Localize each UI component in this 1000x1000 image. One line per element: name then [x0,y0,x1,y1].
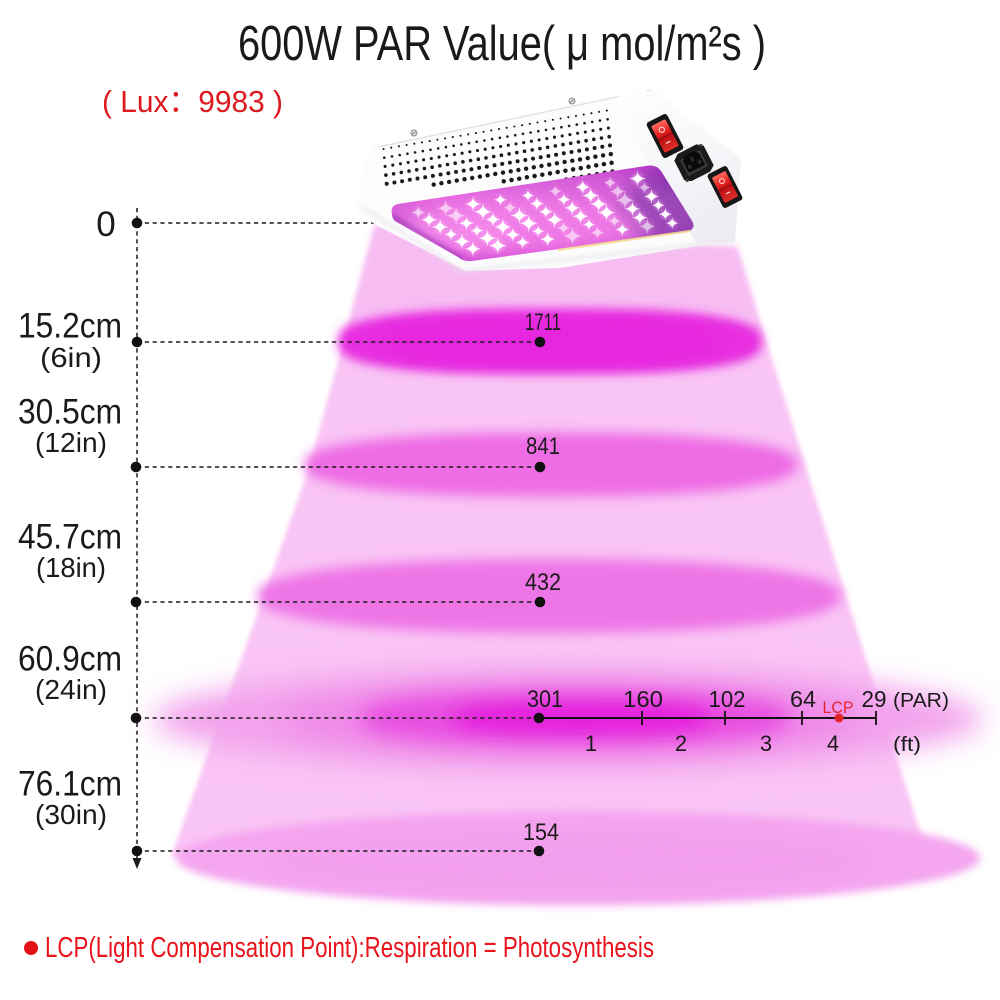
svg-text:LCP: LCP [823,698,854,717]
svg-text:(18in): (18in) [36,552,106,583]
svg-text:600W PAR Value( μ mol/m²s ): 600W PAR Value( μ mol/m²s ) [238,17,766,71]
svg-text:1: 1 [585,731,597,756]
svg-text:30.5cm: 30.5cm [18,393,122,432]
svg-text:154: 154 [523,819,559,846]
svg-text:15.2cm: 15.2cm [18,307,122,346]
svg-text:( Lux：9983 ): ( Lux：9983 ) [102,84,283,119]
svg-text:4: 4 [827,731,839,756]
svg-text:160: 160 [623,686,663,712]
svg-text:0: 0 [96,205,115,244]
svg-text:76.1cm: 76.1cm [18,765,122,804]
svg-text:64: 64 [790,686,816,712]
svg-text:3: 3 [760,731,772,756]
svg-text:2: 2 [675,731,687,756]
svg-text:301: 301 [527,686,563,713]
svg-text:432: 432 [525,569,561,596]
svg-text:29: 29 [862,686,887,712]
svg-text:(6in): (6in) [40,342,102,373]
svg-text:102: 102 [709,686,746,712]
svg-text:(30in): (30in) [35,799,107,830]
svg-text:(ft): (ft) [893,734,921,756]
svg-text:(12in): (12in) [35,427,107,458]
svg-text:(PAR): (PAR) [893,690,949,712]
svg-text:841: 841 [526,433,560,460]
svg-text:45.7cm: 45.7cm [18,518,122,557]
svg-text:(24in): (24in) [35,674,107,705]
svg-text:LCP(Light Compensation Point):: LCP(Light Compensation Point):Respiratio… [45,932,654,964]
svg-text:60.9cm: 60.9cm [18,640,122,679]
svg-text:1711: 1711 [525,309,561,336]
